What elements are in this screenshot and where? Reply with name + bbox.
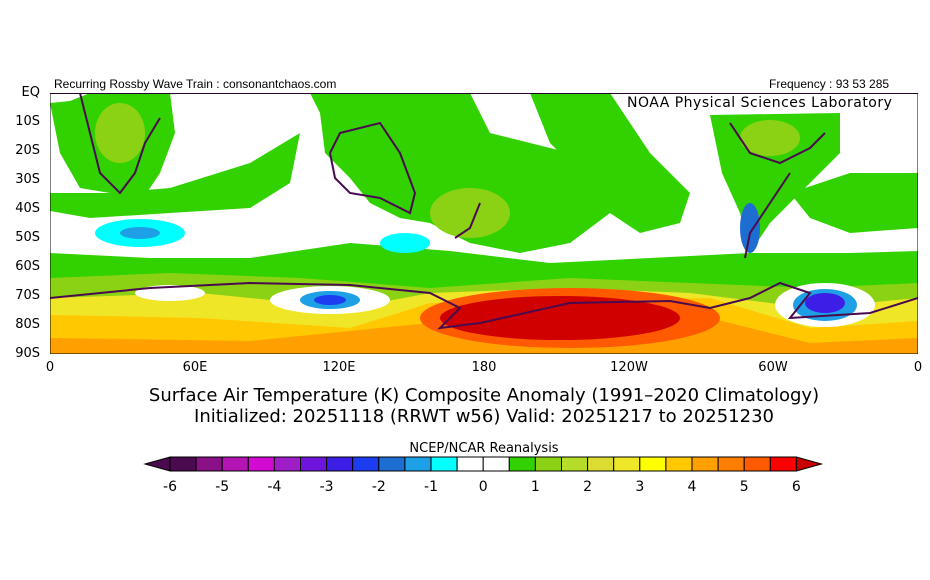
anomaly-patch-warm [740, 120, 800, 156]
anomaly-cold-white [135, 285, 205, 301]
colorbar-tick-label: -3 [319, 479, 334, 495]
y-tick-label: 50S [15, 230, 40, 245]
colorbar-box [613, 456, 641, 472]
x-tick-label: 60W [758, 360, 788, 375]
colorbar-label: NCEP/NCAR Reanalysis [409, 441, 559, 456]
colorbar-box [665, 456, 693, 472]
y-tick-label: 10S [15, 114, 40, 129]
colorbar-under-arrow [143, 456, 171, 472]
colorbar-box [352, 456, 380, 472]
colorbar-box [482, 456, 510, 472]
colorbar-tick-label: 2 [583, 479, 593, 495]
x-tick-label: 120W [610, 360, 648, 375]
anomaly-region-pacific [530, 93, 690, 233]
colorbar-tick-label: -2 [371, 479, 386, 495]
colorbar-box [717, 456, 745, 472]
chart-title: Surface Air Temperature (K) Composite An… [148, 385, 820, 406]
colorbar-box [195, 456, 223, 472]
source-credit: Recurring Rossby Wave Train : consonantc… [54, 77, 337, 91]
frequency-label: Frequency : 93 53 285 [769, 77, 890, 91]
colorbar-box [691, 456, 719, 472]
colorbar [143, 456, 824, 472]
colorbar-box [247, 456, 275, 472]
colorbar-tick-label: 1 [530, 479, 540, 495]
colorbar-box [769, 456, 797, 472]
colorbar-box [639, 456, 667, 472]
x-tick-label: 0 [45, 360, 55, 375]
colorbar-tick-label: 0 [478, 479, 488, 495]
coastlines [50, 93, 918, 330]
coastline-australia [328, 121, 417, 215]
colorbar-box [378, 456, 406, 472]
colorbar-box [300, 456, 328, 472]
anomaly-cold-blue [314, 295, 346, 305]
colorbar-tick-label: -5 [215, 479, 230, 495]
anomaly-cold-blue [120, 227, 160, 239]
anomaly-patch-warm [95, 103, 145, 163]
coastline-new-zealand [454, 202, 481, 239]
colorbar-box [561, 456, 589, 472]
coastline-south-america [729, 122, 826, 259]
y-tick-label: 80S [15, 317, 40, 332]
colorbar-tick-label: 4 [687, 479, 697, 495]
anomaly-cold-cyan [380, 233, 430, 253]
colorbar-box [456, 456, 484, 472]
colorbar-tick-label: -1 [424, 479, 438, 495]
colorbar-box [404, 456, 432, 472]
colorbar-box [508, 456, 536, 472]
anomaly-patch-warm [430, 188, 510, 238]
colorbar-tick-label: 6 [791, 479, 801, 495]
chart-subtitle: Initialized: 20251118 (RRWT w56) Valid: … [194, 406, 774, 427]
colorbar-box [326, 456, 354, 472]
x-tick-label: 120E [322, 360, 356, 375]
colorbar-tick-label: 3 [635, 479, 645, 495]
colorbar-box [430, 456, 458, 472]
y-tick-label: 20S [15, 143, 40, 158]
colorbar-over-arrow [795, 456, 824, 472]
x-tick-label: 180 [471, 360, 497, 375]
anomaly-map [50, 93, 918, 354]
coastline-africa [79, 93, 161, 195]
colorbar-tick-label: 5 [739, 479, 749, 495]
coastline-antarctica [50, 281, 918, 330]
anomaly-region-indian-ocean [50, 133, 300, 218]
anomaly-max-core [440, 296, 680, 340]
colorbar-box [534, 456, 562, 472]
colorbar-tick-label: -6 [163, 479, 177, 495]
anomaly-region-south-atlantic [790, 173, 918, 233]
lab-label: NOAA Physical Sciences Laboratory [625, 95, 895, 111]
anomaly-cold-blue [805, 293, 845, 313]
anomaly-cold-patagonia [740, 203, 760, 253]
y-tick-label: 40S [15, 201, 40, 216]
colorbar-tick-label: -4 [267, 479, 282, 495]
y-tick-label: 70S [15, 288, 40, 303]
y-tick-label: EQ [21, 85, 40, 100]
colorbar-box [743, 456, 771, 472]
colorbar-box [169, 456, 197, 472]
colorbar-box [221, 456, 249, 472]
x-tick-label: 0 [913, 360, 923, 375]
x-tick-label: 60E [182, 360, 208, 375]
y-tick-label: 90S [15, 346, 40, 361]
colorbar-box [273, 456, 301, 472]
y-tick-label: 60S [15, 259, 40, 274]
y-tick-label: 30S [15, 172, 40, 187]
colorbar-box [587, 456, 615, 472]
